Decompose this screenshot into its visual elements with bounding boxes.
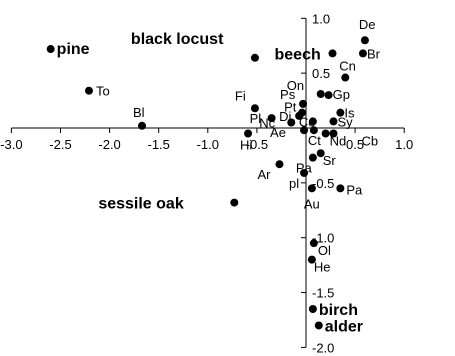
x-tick-label: 1.0: [395, 137, 413, 152]
point-label-pa: Pa: [296, 161, 313, 176]
point-label-di: Di: [279, 109, 291, 124]
point-nd: [321, 129, 330, 138]
point-hi: [244, 129, 253, 138]
point-label-ae: Ae: [270, 125, 286, 140]
point-cn: [341, 73, 350, 82]
point-label-sr: Sr: [323, 153, 337, 168]
point-label-ct: Ct: [308, 133, 321, 148]
axes-layer: -3.0 -2.5 -2.0 -1.5 -1.0 -0.5 0.5 1.0 1.0 0.5 -0.5…: [0, 11, 413, 355]
point-pl: [300, 168, 309, 177]
point-cb: [329, 129, 338, 138]
x-tick-label: -1.5: [147, 137, 169, 152]
point-sessile-oak: [230, 198, 239, 207]
point-label-nd: Nd: [330, 133, 347, 148]
point-pa: [336, 184, 345, 193]
point-ct: [309, 126, 318, 135]
point-gp: [324, 91, 333, 100]
point-label-sessile-oak: sessile oak: [98, 196, 183, 213]
point-pine: [46, 45, 55, 54]
point-ar: [275, 160, 284, 169]
point-sr: [316, 149, 325, 158]
point-label-de: De: [359, 17, 376, 32]
point-au: [307, 184, 316, 193]
points-layer: [46, 36, 369, 330]
point-ps: [299, 99, 308, 108]
point-pl: [267, 114, 276, 123]
point-black-locust: [250, 53, 259, 62]
x-tick-label: -2.0: [98, 137, 120, 152]
point-sy: [329, 117, 338, 126]
point-to: [84, 86, 93, 95]
point-di: [295, 111, 304, 120]
point-label-cb: Cb: [361, 133, 378, 148]
point-label-fi: Fi: [235, 88, 246, 103]
point-label-br: Br: [367, 46, 381, 61]
y-tick-label: 1.0: [312, 11, 330, 26]
point-label-alder: alder: [325, 318, 363, 335]
point-label-hi: Hi: [240, 137, 252, 152]
point-label-beech: beech: [275, 46, 321, 63]
point-label-pine: pine: [57, 41, 90, 58]
point-label-he: He: [314, 260, 331, 275]
point-label-cn: Cn: [339, 59, 356, 74]
point-beech: [328, 49, 337, 58]
point-ae: [300, 126, 309, 135]
point-label-pl: Pl: [250, 111, 262, 126]
x-tick-label: -2.5: [49, 137, 71, 152]
point-on: [316, 89, 325, 98]
point-bl: [138, 121, 147, 130]
point-label-on: On: [287, 78, 304, 93]
point-alder: [314, 321, 323, 330]
point-fi: [250, 104, 259, 113]
y-tick-label: -0.5: [312, 176, 334, 191]
point-is: [336, 108, 345, 117]
point-label-birch: birch: [319, 302, 358, 319]
point-label-ps: Ps: [280, 87, 296, 102]
point-nc: [287, 118, 296, 127]
x-tick-label: -1.0: [197, 137, 219, 152]
x-tick-label: -0.5: [246, 137, 268, 152]
point-label-is: Is: [344, 106, 355, 121]
point-label-co: Co: [299, 114, 316, 129]
y-tick-label: -1.5: [312, 286, 334, 301]
point-he: [307, 255, 316, 264]
point-label-black-locust: black locust: [131, 31, 224, 48]
point-ol: [309, 239, 318, 248]
point-label-gp: Gp: [333, 87, 350, 102]
point-de: [360, 36, 369, 45]
y-tick-label: -2.0: [312, 340, 334, 355]
point-label-nc: Nc: [259, 116, 275, 131]
point-label-bl: Bl: [133, 105, 145, 120]
point-label-pt: Pt: [284, 100, 297, 115]
point-br: [358, 49, 367, 58]
point-birch: [308, 305, 317, 314]
x-tick-label: -3.0: [0, 137, 22, 152]
point-label-to: To: [96, 84, 110, 99]
x-tick-label: 0.5: [346, 137, 364, 152]
y-tick-label: 0.5: [312, 66, 330, 81]
point-label-ol: Ol: [318, 243, 331, 258]
point-label-au: Au: [304, 196, 320, 211]
point-pa: [308, 153, 317, 162]
point-co: [308, 117, 317, 126]
point-label-sy: Sy: [337, 114, 353, 129]
point-label-ar: Ar: [257, 167, 271, 182]
point-label-pa: Pa: [346, 182, 363, 197]
point-label-pl: pl: [289, 176, 299, 191]
